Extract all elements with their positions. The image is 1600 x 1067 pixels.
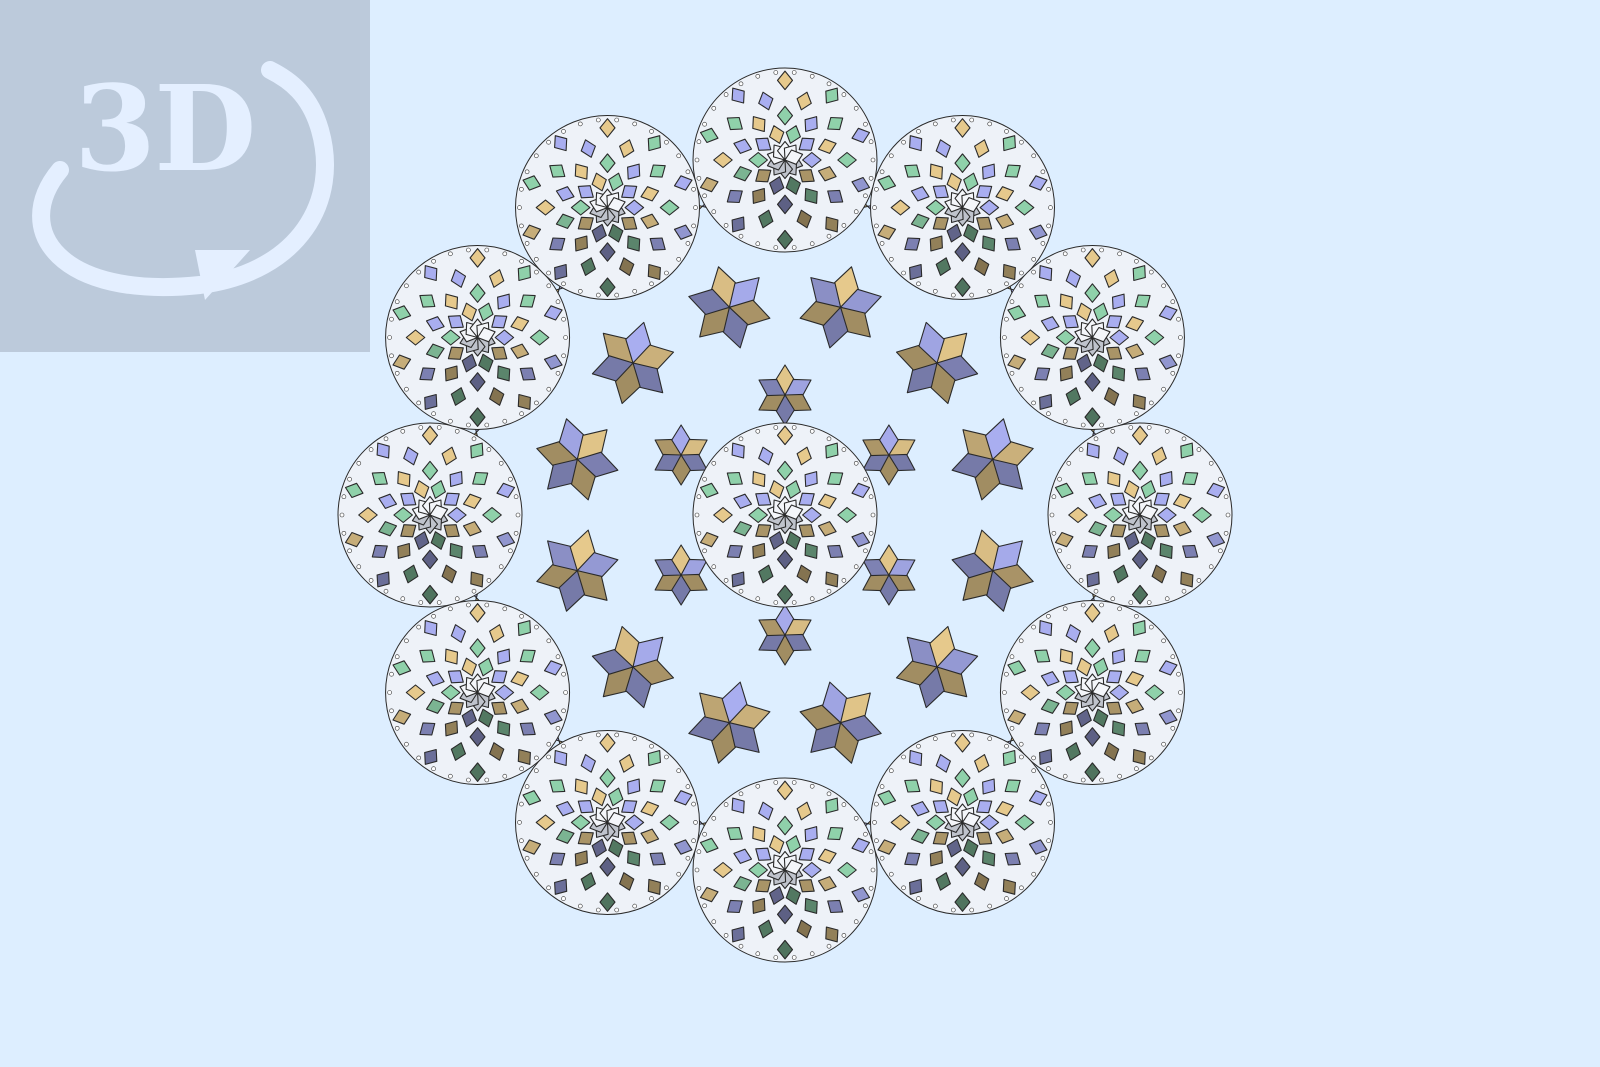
inner-star-rosette — [799, 681, 882, 764]
inner-star-rosette — [591, 625, 675, 709]
outer-dome — [692, 67, 878, 253]
outer-dome — [515, 115, 700, 301]
inner-star-rosette — [951, 529, 1034, 612]
inner-star-rosette — [799, 266, 882, 349]
inner-star-rosette — [688, 266, 771, 349]
inner-star-rosette — [895, 625, 979, 709]
inner-star-rosette — [536, 529, 619, 612]
badge-label: 3D — [74, 59, 256, 198]
outer-dome — [692, 777, 878, 963]
outer-dome — [870, 115, 1055, 301]
outer-dome — [1047, 422, 1233, 608]
inner-star-rosette — [536, 418, 619, 501]
outer-dome — [385, 600, 571, 785]
outer-dome — [999, 600, 1185, 785]
inner-star-small — [758, 364, 812, 426]
inner-star-rosette — [688, 681, 771, 764]
rotate-3d-badge[interactable]: 3D — [0, 0, 370, 352]
inner-star-small — [654, 424, 708, 486]
inner-star-rosette — [895, 321, 979, 405]
outer-dome — [385, 245, 571, 430]
outer-dome — [999, 245, 1185, 430]
outer-dome — [515, 729, 700, 915]
inner-star-small — [862, 544, 916, 606]
inner-star-small — [862, 424, 916, 486]
outer-dome — [870, 729, 1055, 915]
inner-star-small — [654, 544, 708, 606]
inner-star-rosette — [951, 418, 1034, 501]
rotate-3d-icon — [32, 61, 334, 300]
inner-star-small — [758, 604, 812, 666]
inner-star-rosette — [591, 321, 675, 405]
center-dome — [692, 422, 878, 608]
outer-dome — [337, 422, 523, 608]
